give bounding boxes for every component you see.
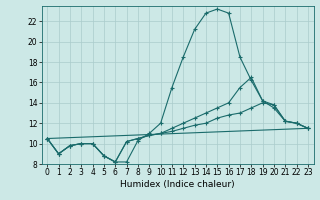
X-axis label: Humidex (Indice chaleur): Humidex (Indice chaleur) [120,180,235,189]
